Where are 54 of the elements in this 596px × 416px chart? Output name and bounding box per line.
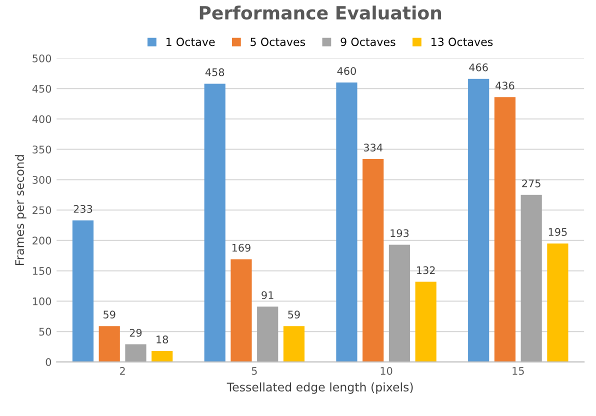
x-tick-label: 15	[512, 367, 524, 375]
data-label: 334	[364, 144, 382, 152]
bar	[362, 159, 384, 362]
bar	[152, 350, 173, 362]
legend-label: 1 Octave	[166, 38, 215, 46]
data-label: 275	[522, 179, 540, 188]
bar	[230, 259, 252, 362]
data-label: 132	[417, 266, 435, 274]
bar	[388, 244, 410, 362]
bar	[72, 220, 94, 362]
data-label: 460	[337, 67, 356, 75]
data-label: 233	[74, 204, 92, 213]
bar	[98, 326, 120, 362]
bar	[494, 97, 516, 362]
y-tick-label: 0	[46, 358, 52, 366]
y-tick-label: 350	[32, 146, 52, 154]
data-label: 193	[390, 229, 409, 238]
chart-title: Performance Evaluation	[200, 6, 442, 20]
y-tick-label: 450	[32, 84, 52, 93]
x-tick-label: 2	[120, 366, 125, 375]
y-tick-label: 400	[32, 115, 52, 124]
x-tick-label: 5	[252, 367, 257, 375]
data-label: 29	[130, 328, 142, 337]
y-axis-title: Frames per second	[14, 155, 26, 265]
y-tick-label: 50	[39, 328, 52, 336]
data-label: 169	[232, 244, 250, 252]
bar	[468, 78, 490, 362]
data-label: 59	[104, 310, 116, 319]
data-label: 466	[469, 63, 488, 72]
y-tick-label: 200	[32, 236, 52, 245]
bar	[520, 194, 542, 362]
y-tick-label: 500	[32, 54, 52, 62]
data-label: 59	[288, 310, 300, 319]
x-tick-label: 10	[380, 366, 392, 375]
y-tick-label: 150	[33, 267, 52, 275]
bar	[547, 243, 568, 362]
bar	[204, 84, 226, 362]
data-label: 195	[548, 228, 567, 236]
legend-label: 9 Octaves	[340, 38, 396, 46]
bar	[283, 326, 305, 362]
data-label: 458	[205, 68, 224, 76]
data-label: 436	[496, 82, 514, 90]
y-tick-label: 100	[33, 297, 52, 306]
x-axis-title: Tessellated edge length (pixels)	[226, 382, 413, 394]
y-tick-label: 250	[32, 206, 52, 214]
bar	[336, 82, 358, 362]
legend-label: 5 Octaves	[250, 38, 306, 46]
bar	[415, 282, 436, 362]
data-label: 91	[262, 291, 274, 300]
legend-label: 13 Octaves	[432, 38, 493, 46]
bar	[257, 306, 278, 362]
bar	[125, 344, 146, 362]
y-tick-label: 300	[32, 176, 52, 184]
data-label: 18	[156, 336, 168, 344]
